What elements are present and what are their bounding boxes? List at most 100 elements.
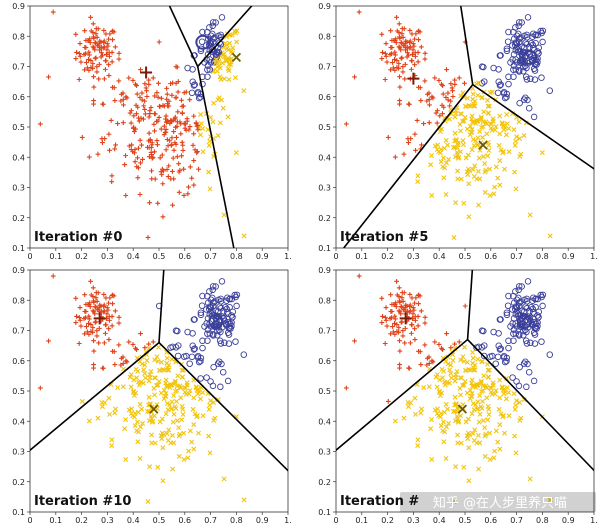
data-point-red [409, 31, 415, 37]
data-point-red [142, 98, 148, 104]
x-tick-label: 0.5 [459, 516, 472, 525]
data-point-yellow [441, 429, 447, 435]
x-tick-label: 0.2 [381, 252, 394, 261]
data-point-yellow [492, 448, 498, 454]
data-point-yellow [437, 150, 443, 156]
x-tick-label: 0.7 [510, 516, 523, 525]
data-point-red [399, 319, 405, 325]
data-point-blue [206, 24, 213, 31]
data-point-yellow [497, 182, 503, 188]
data-point-yellow [458, 413, 463, 419]
data-point-blue [524, 278, 532, 285]
data-point-red [123, 94, 129, 100]
data-point-red [390, 329, 396, 335]
data-point-red [104, 305, 110, 310]
data-point-yellow [461, 382, 467, 388]
data-point-red [434, 120, 440, 126]
data-point-red [445, 97, 451, 103]
data-point-red [93, 319, 99, 325]
data-point-red [73, 320, 79, 325]
x-tick-label: 0.4 [127, 252, 140, 261]
data-point-yellow [495, 439, 501, 445]
data-point-red [390, 324, 395, 329]
data-point-yellow [161, 387, 167, 393]
data-point-yellow [174, 398, 179, 404]
data-point-yellow [179, 374, 185, 380]
data-point-red [136, 118, 142, 124]
data-point-red [191, 131, 197, 137]
data-point-yellow [95, 415, 101, 421]
data-point-blue [199, 337, 206, 345]
data-point-yellow [207, 186, 213, 192]
data-point-yellow [504, 375, 510, 381]
data-point-yellow [429, 153, 435, 159]
data-point-red [413, 317, 418, 323]
x-tick-label: 0.8 [536, 516, 549, 525]
data-point-red [174, 154, 180, 160]
data-point-yellow [428, 162, 434, 168]
data-point-blue [226, 303, 233, 311]
data-point-red [397, 309, 403, 315]
data-point-yellow [485, 417, 491, 423]
data-point-yellow [160, 445, 166, 451]
data-point-yellow [180, 406, 186, 412]
x-tick-label: 0.6 [178, 252, 191, 261]
data-point-yellow [147, 464, 153, 470]
data-point-yellow [145, 498, 151, 504]
data-point-yellow [443, 192, 449, 197]
data-point-red [116, 320, 122, 326]
data-point-yellow [234, 39, 240, 45]
data-point-blue [530, 294, 537, 301]
data-point-yellow [472, 98, 478, 104]
data-point-blue [205, 305, 213, 313]
data-point-yellow [469, 393, 475, 399]
data-point-yellow [497, 422, 503, 428]
data-point-yellow [441, 439, 447, 445]
data-point-blue [204, 73, 211, 80]
data-point-yellow [211, 100, 217, 106]
data-point-red [406, 365, 412, 371]
data-point-blue [535, 44, 543, 52]
data-point-yellow [447, 367, 453, 373]
data-point-red [399, 40, 405, 46]
data-point-red [174, 123, 180, 129]
data-point-yellow [226, 68, 232, 74]
data-point-blue [496, 52, 504, 59]
data-point-yellow [458, 111, 464, 117]
data-point-yellow [212, 415, 218, 421]
data-point-yellow [466, 181, 472, 187]
data-point-red [37, 385, 43, 391]
y-tick-label: 0.1 [12, 244, 25, 253]
data-point-blue [530, 30, 537, 37]
data-point-red [132, 150, 137, 156]
boundary-line [343, 84, 474, 248]
data-point-blue [528, 40, 535, 47]
data-point-blue [478, 327, 486, 334]
data-point-yellow [401, 415, 407, 421]
data-point-yellow [191, 422, 197, 428]
data-point-blue [501, 94, 509, 102]
data-point-red [101, 302, 107, 308]
data-point-red [109, 179, 115, 185]
data-point-red [141, 103, 147, 109]
data-point-red [93, 295, 99, 301]
data-point-yellow [491, 191, 497, 197]
x-tick-label: 0.9 [256, 252, 269, 261]
x-tick-label: 1. [284, 516, 292, 525]
data-point-red [122, 162, 128, 167]
data-point-yellow [458, 149, 463, 155]
data-point-yellow [190, 406, 196, 412]
data-point-yellow [208, 398, 214, 404]
data-point-yellow [493, 164, 499, 170]
data-point-blue [510, 326, 518, 333]
data-point-yellow [481, 109, 487, 115]
data-point-yellow [158, 359, 164, 365]
data-point-red [396, 65, 402, 71]
data-point-yellow [521, 397, 527, 403]
data-point-red [152, 93, 158, 99]
data-point-blue [190, 346, 198, 353]
data-point-red [181, 103, 186, 109]
data-point-red [120, 90, 126, 96]
data-point-red [78, 323, 84, 329]
data-points [343, 9, 554, 240]
